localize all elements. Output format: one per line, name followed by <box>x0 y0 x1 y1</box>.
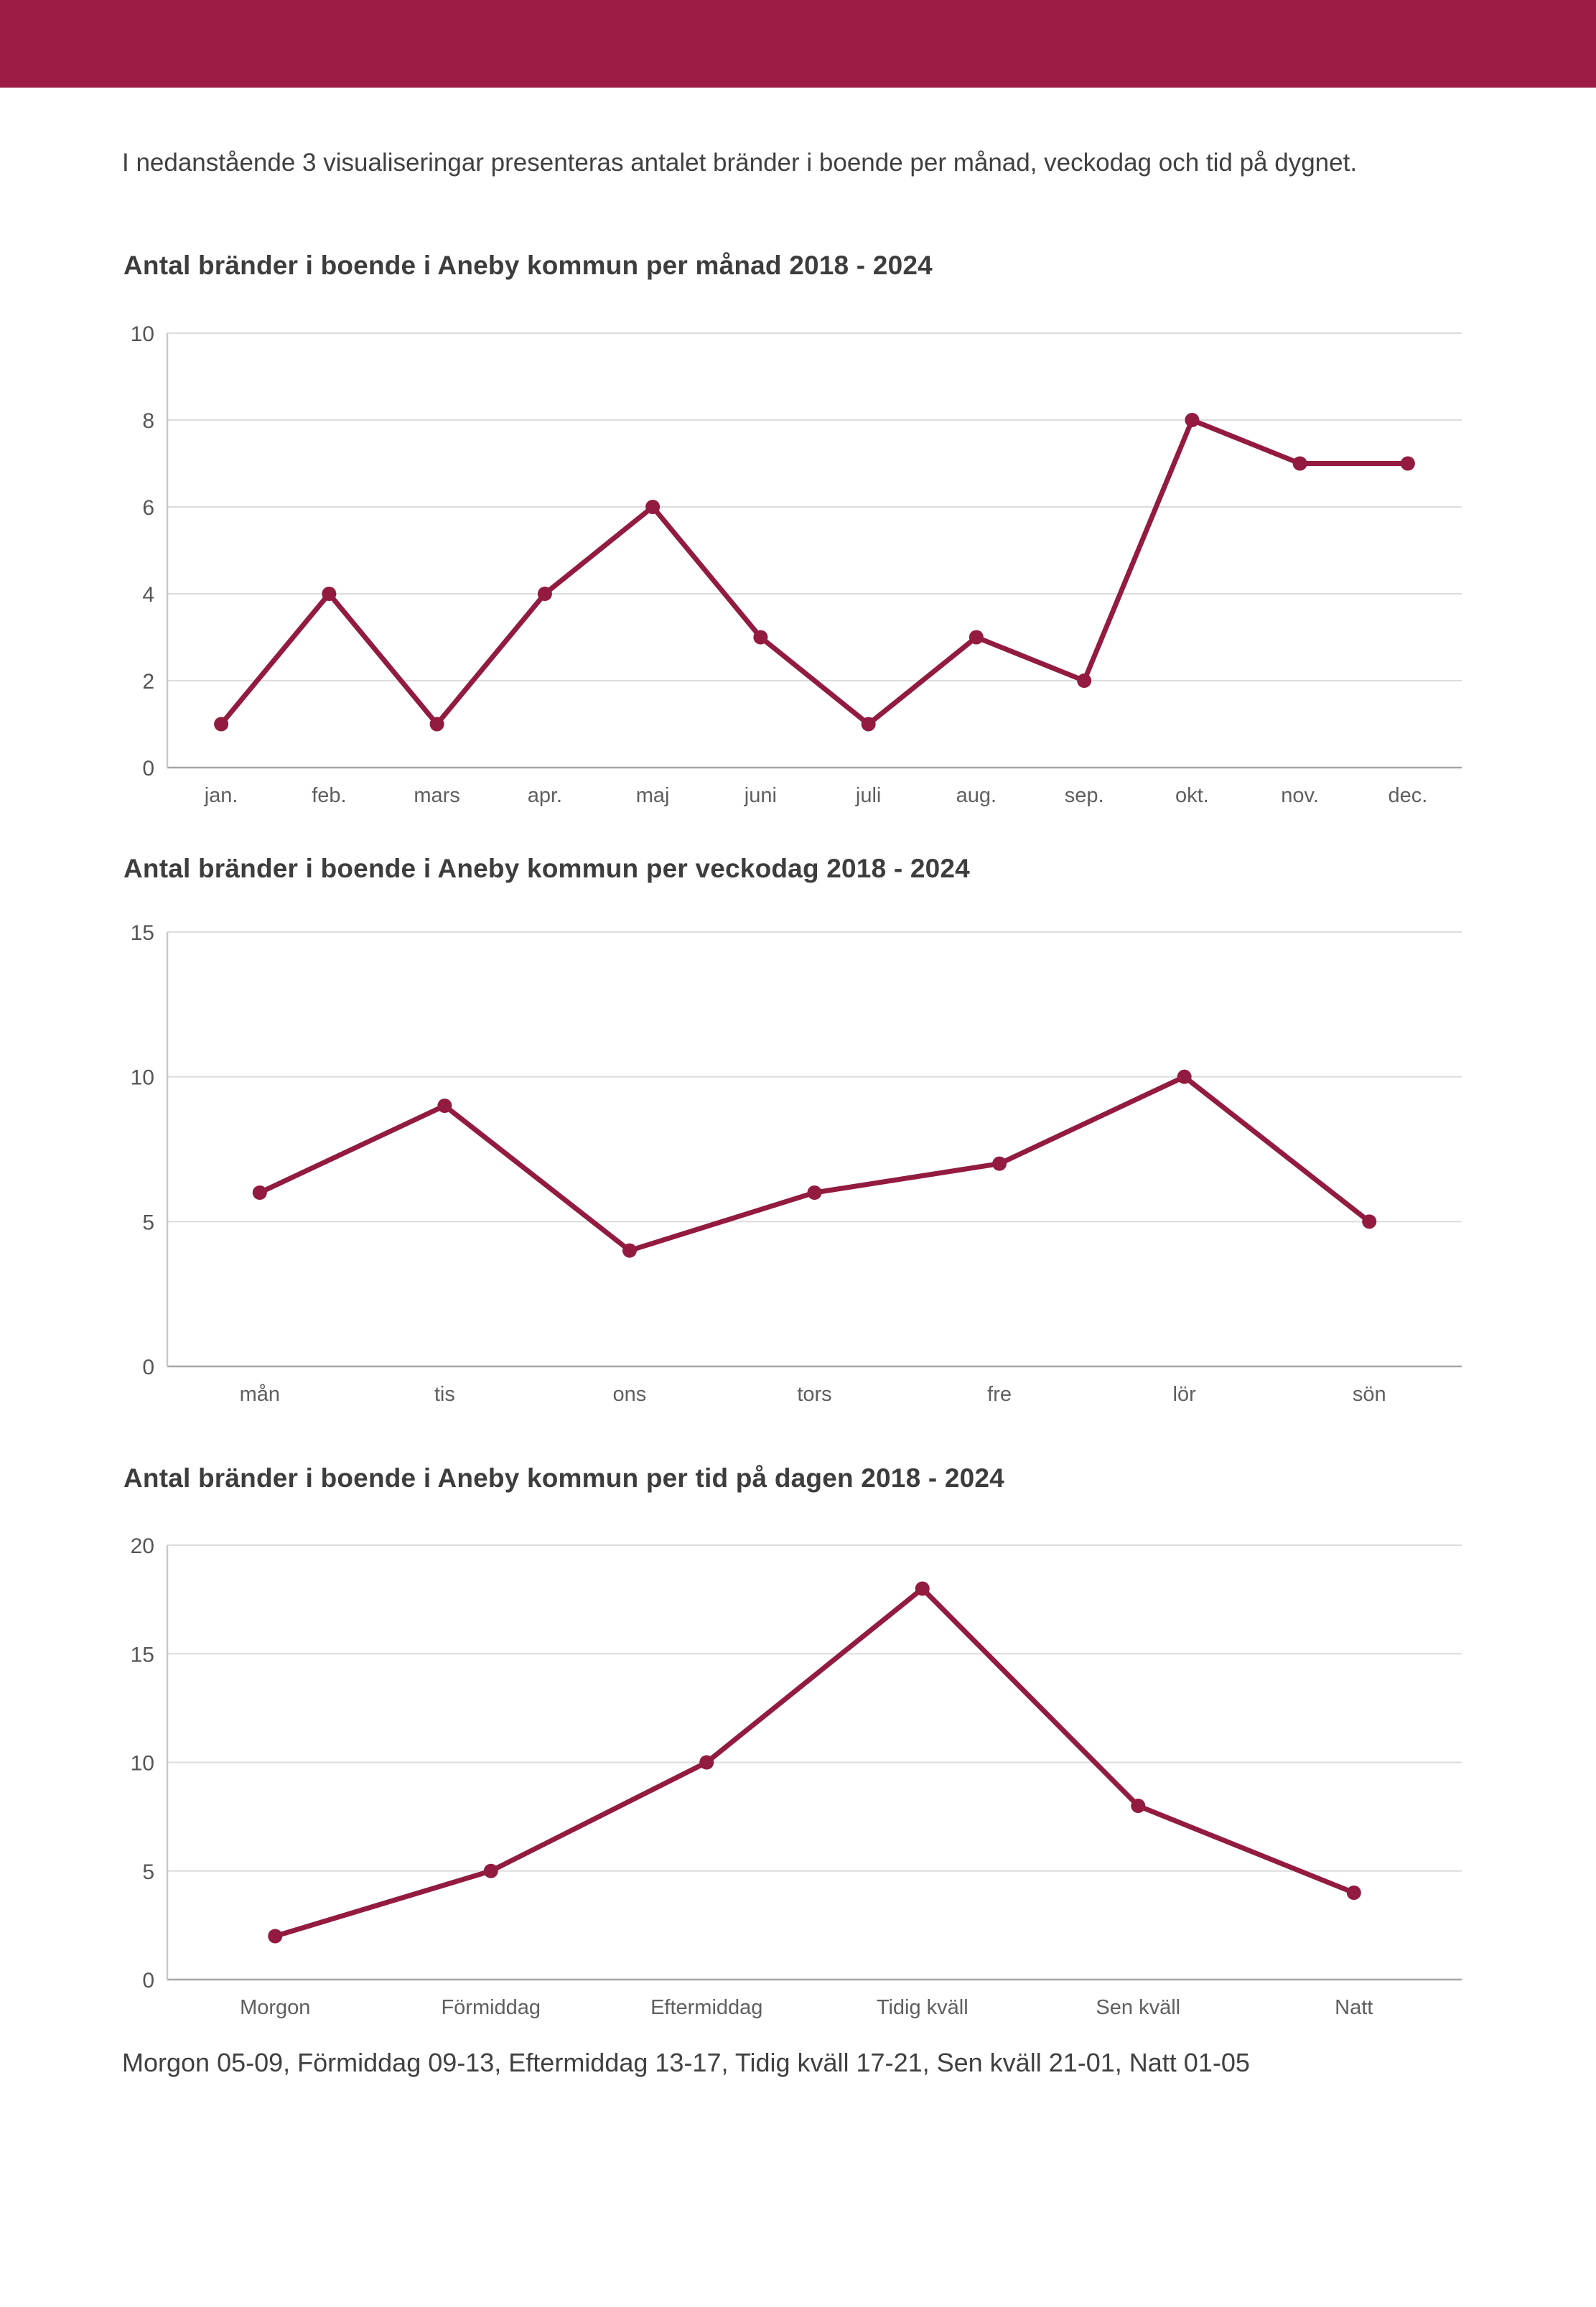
chart-title-timeofday: Antal bränder i boende i Aneby kommun pe… <box>123 1463 1004 1493</box>
data-point <box>1177 1069 1192 1084</box>
chart-title-weekday: Antal bränder i boende i Aneby kommun pe… <box>123 853 970 883</box>
data-point <box>992 1156 1007 1171</box>
x-category-label: jan. <box>204 784 238 807</box>
data-point <box>322 586 337 601</box>
data-point <box>214 717 229 732</box>
x-category-label: okt. <box>1175 784 1209 807</box>
x-category-label: nov. <box>1281 784 1319 807</box>
y-tick-label: 15 <box>131 1643 154 1667</box>
x-category-label: feb. <box>312 784 346 807</box>
data-point <box>861 717 876 732</box>
chart-section-timeofday: Antal bränder i boende i Aneby kommun pe… <box>0 1463 1596 2037</box>
y-tick-label: 0 <box>142 757 154 780</box>
data-point <box>537 586 552 601</box>
y-tick-label: 8 <box>142 409 154 433</box>
y-tick-label: 10 <box>131 322 154 346</box>
data-point <box>268 1929 283 1944</box>
y-tick-label: 6 <box>142 496 154 520</box>
x-category-label: fre <box>987 1383 1012 1406</box>
x-category-label: apr. <box>528 784 562 807</box>
data-point <box>699 1755 714 1770</box>
data-point <box>753 630 768 645</box>
y-tick-label: 0 <box>142 1356 154 1379</box>
intro-text: I nedanstående 3 visualiseringar present… <box>122 149 1358 177</box>
data-point <box>437 1098 452 1113</box>
data-point <box>429 717 444 732</box>
x-category-label: Eftermiddag <box>650 1996 762 2019</box>
data-point <box>915 1581 930 1596</box>
data-line <box>257 1073 1372 1254</box>
x-category-label: Natt <box>1335 1996 1373 2019</box>
data-point <box>1362 1214 1377 1229</box>
x-category-label: maj <box>636 784 670 807</box>
data-point <box>1077 673 1092 688</box>
data-point <box>1292 456 1307 471</box>
x-category-label: dec. <box>1388 784 1427 807</box>
x-category-label: Sen kväll <box>1096 1996 1180 2019</box>
y-tick-label: 20 <box>131 1534 154 1558</box>
data-point <box>1185 412 1200 427</box>
data-point <box>645 499 661 514</box>
x-category-label: juli <box>855 784 881 807</box>
data-line <box>218 416 1411 728</box>
x-category-label: ons <box>613 1383 647 1406</box>
y-tick-label: 0 <box>142 1969 154 1993</box>
data-point <box>252 1185 267 1200</box>
y-tick-label: 10 <box>131 1066 154 1089</box>
data-point <box>483 1863 498 1878</box>
time-legend-text: Morgon 05-09, Förmiddag 09-13, Eftermidd… <box>122 2047 1250 2077</box>
x-category-label: tors <box>797 1383 831 1406</box>
x-category-label: Morgon <box>240 1996 310 2019</box>
data-line <box>272 1585 1357 1939</box>
x-category-label: mån <box>240 1383 280 1406</box>
x-category-label: Förmiddag <box>441 1996 541 2019</box>
y-tick-label: 15 <box>131 921 154 945</box>
y-tick-label: 2 <box>142 670 154 694</box>
x-category-label: tis <box>434 1383 455 1406</box>
y-tick-label: 5 <box>142 1860 154 1884</box>
data-point <box>969 630 984 645</box>
line-chart-monthly: 0 2 4 6 8 10 jan. feb. mars apr. maj juni juli aug. se… <box>131 322 1462 807</box>
y-tick-label: 10 <box>131 1751 154 1775</box>
y-tick-label: 4 <box>142 583 154 607</box>
line-chart-weekday: 0 5 10 15 mån tis ons tors fre lör sön <box>131 921 1462 1406</box>
data-point <box>1400 456 1415 471</box>
x-category-label: sön <box>1353 1383 1386 1406</box>
y-tick-label: 5 <box>142 1211 154 1234</box>
x-category-label: sep. <box>1065 784 1104 807</box>
data-point <box>1131 1798 1146 1813</box>
x-category-label: aug. <box>956 784 997 807</box>
header-bar <box>0 0 1596 88</box>
chart-section-monthly: Antal bränder i boende i Aneby kommun pe… <box>0 251 1596 825</box>
chart-section-weekday: Antal bränder i boende i Aneby kommun pe… <box>0 854 1596 1424</box>
x-category-label: Tidig kväll <box>877 1996 969 2019</box>
chart-title-monthly: Antal bränder i boende i Aneby kommun pe… <box>123 250 933 280</box>
data-point <box>807 1185 822 1200</box>
data-point <box>1346 1885 1361 1900</box>
line-chart-timeofday: 0 5 10 15 20 Morgon Förmiddag Eftermiddag Tidig … <box>131 1534 1462 2019</box>
x-category-label: mars <box>414 784 459 807</box>
x-category-label: lör <box>1173 1383 1197 1406</box>
x-category-label: juni <box>744 784 777 807</box>
data-point <box>622 1243 637 1258</box>
